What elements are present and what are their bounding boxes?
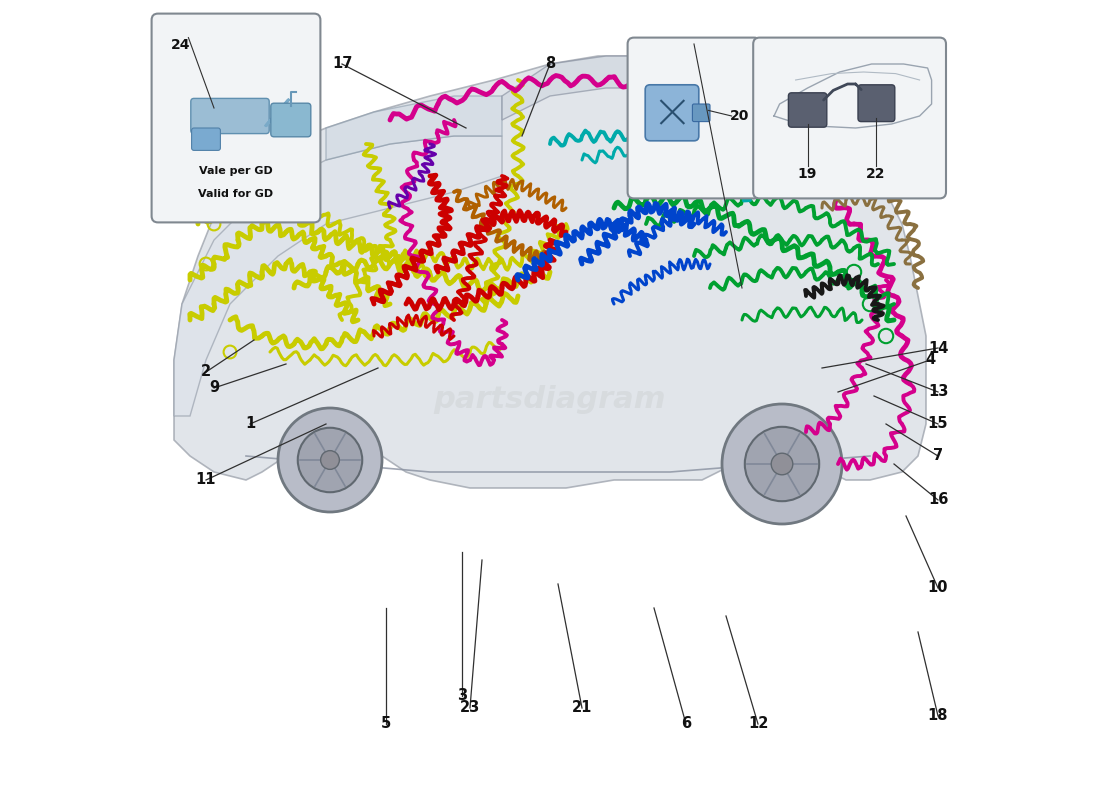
Text: 15: 15 (927, 417, 948, 431)
FancyBboxPatch shape (858, 85, 894, 122)
Text: partsdiagram: partsdiagram (433, 386, 667, 414)
Text: 14: 14 (927, 341, 948, 355)
Text: 19: 19 (798, 167, 817, 182)
Text: 7: 7 (933, 449, 943, 463)
Text: 10: 10 (927, 581, 948, 595)
Text: 21: 21 (572, 701, 592, 715)
Circle shape (278, 408, 382, 512)
Text: Vale per GD: Vale per GD (199, 166, 273, 176)
Text: 13: 13 (927, 385, 948, 399)
Polygon shape (174, 56, 926, 488)
FancyBboxPatch shape (190, 98, 270, 134)
Text: 3: 3 (456, 689, 468, 703)
Text: 16: 16 (927, 493, 948, 507)
FancyBboxPatch shape (646, 85, 698, 141)
Circle shape (320, 450, 340, 470)
Polygon shape (502, 56, 758, 120)
FancyBboxPatch shape (271, 103, 311, 137)
Text: 11: 11 (196, 473, 217, 487)
Text: 23: 23 (460, 701, 480, 715)
Text: 18: 18 (927, 709, 948, 723)
FancyBboxPatch shape (152, 14, 320, 222)
Circle shape (298, 428, 362, 492)
Polygon shape (758, 96, 846, 160)
Text: Valid for GD: Valid for GD (198, 189, 274, 198)
Text: 1: 1 (245, 417, 255, 431)
FancyBboxPatch shape (789, 93, 827, 127)
Text: 20: 20 (730, 109, 749, 123)
Polygon shape (174, 136, 502, 416)
Circle shape (722, 404, 842, 524)
FancyBboxPatch shape (754, 38, 946, 198)
FancyBboxPatch shape (191, 128, 220, 150)
Text: 2: 2 (201, 365, 211, 379)
Text: 24: 24 (170, 38, 190, 51)
Text: 5: 5 (381, 717, 392, 731)
FancyBboxPatch shape (692, 104, 710, 122)
Polygon shape (326, 96, 502, 160)
Circle shape (745, 427, 820, 501)
Circle shape (771, 453, 793, 475)
Text: 22: 22 (866, 167, 886, 182)
Text: 4: 4 (925, 353, 935, 367)
Text: 9: 9 (209, 381, 219, 395)
Text: 6: 6 (681, 717, 691, 731)
Text: 12: 12 (748, 717, 768, 731)
FancyBboxPatch shape (628, 38, 760, 198)
Text: 8: 8 (544, 57, 556, 71)
Text: 17: 17 (332, 57, 352, 71)
